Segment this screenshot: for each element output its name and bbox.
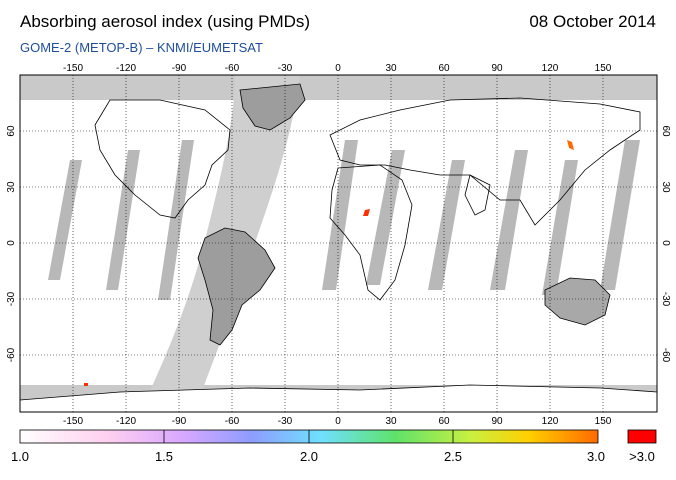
continents [20,83,657,412]
aerosol-hotspot-antarctic [84,383,88,386]
map-date: 08 October 2014 [529,12,656,31]
lon-label-bottom: 0 [335,416,341,427]
lat-label-right: -30 [660,292,671,307]
lon-label-top: -60 [225,63,240,74]
map-title: Absorbing aerosol index (using PMDs) [20,12,311,31]
colorbar-label: 1.5 [155,449,173,464]
lon-label-top: -120 [116,63,136,74]
lon-labels-top: -150 -120 -90 -60 -30 0 30 60 90 120 150 [63,63,612,74]
colorbar-overflow-label: >3.0 [629,449,655,464]
lon-label-bottom: -60 [225,416,240,427]
map-frame [19,74,658,413]
lat-label-left: 0 [6,240,17,246]
grid-lines [20,75,657,412]
lon-label-bottom: -150 [63,416,83,427]
aerosol-hotspot-east-asia [567,140,574,150]
lat-label-right: 60 [660,125,671,137]
aerosol-hotspot-africa [363,209,370,216]
swath-gaps [48,140,640,300]
map-subtitle: GOME-2 (METOP-B) – KNMI/EUMETSAT [20,40,263,55]
lon-label-bottom: 90 [491,416,503,427]
lat-label-right: 30 [660,181,671,193]
lat-label-left: 30 [6,181,17,193]
colorbar-label: 2.5 [444,449,462,464]
lon-label-bottom: 30 [385,416,397,427]
lon-label-top: 120 [542,63,559,74]
coastlines [94,97,641,301]
lon-label-bottom: 60 [438,416,450,427]
lon-label-bottom: -90 [172,416,187,427]
no-data-north [20,75,657,100]
lat-labels-left: 60 30 0 -30 -60 [6,125,17,362]
lon-label-top: 0 [335,63,341,74]
colorbar-label: 3.0 [587,449,605,464]
lat-label-right: -60 [660,348,671,363]
lon-label-top: 150 [595,63,612,74]
colorbar-ticks [163,430,454,443]
lon-label-bottom: -30 [278,416,293,427]
lat-label-left: 60 [6,125,17,137]
lat-label-left: -60 [6,347,17,362]
lon-label-top: 30 [385,63,397,74]
colorbar-overflow [627,429,657,444]
lon-label-bottom: 120 [542,416,559,427]
lon-label-top: -30 [278,63,293,74]
lat-labels-right: 60 30 0 -30 -60 [660,125,671,362]
lon-label-top: 60 [438,63,450,74]
colorbar-labels: 1.0 1.5 2.0 2.5 3.0 >3.0 [11,449,655,464]
lon-label-bottom: 150 [595,416,612,427]
lon-labels-bottom: -150 -120 -90 -60 -30 0 30 60 90 120 150 [63,416,612,427]
lon-label-top: 90 [491,63,503,74]
colorbar-label: 1.0 [11,449,29,464]
colorbar-label: 2.0 [300,449,318,464]
lat-label-right: 0 [660,240,671,246]
lon-label-top: -90 [172,63,187,74]
lon-label-top: -150 [63,63,83,74]
lon-label-bottom: -120 [116,416,136,427]
lat-label-left: -30 [6,291,17,306]
